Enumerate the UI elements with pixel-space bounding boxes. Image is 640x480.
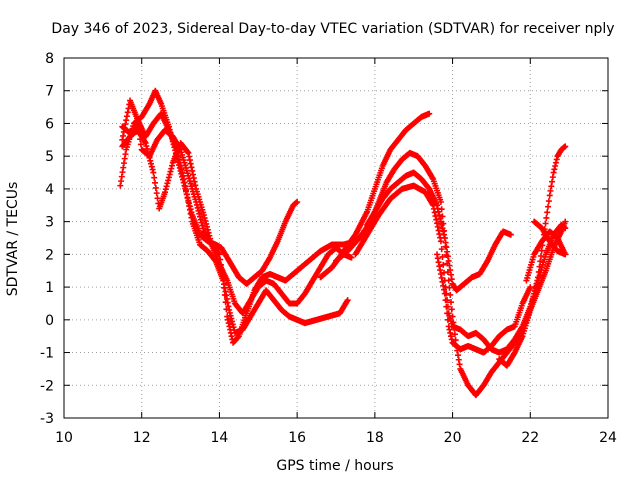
data-point [439,253,446,260]
data-point [221,291,228,298]
series-sat-j [496,143,569,369]
data-point [444,316,451,323]
x-tick-label: 24 [599,430,617,446]
y-tick-label: 3 [45,215,54,231]
data-point [562,143,569,150]
data-point [537,258,544,265]
data-point [438,246,445,253]
y-tick-label: 1 [45,280,54,296]
data-point [537,253,544,259]
y-tick-label: -2 [40,378,54,394]
grid [64,58,608,418]
data-point [152,179,159,186]
data-point [441,269,448,276]
y-tick-label: 4 [45,182,54,198]
data-point [447,291,454,298]
data-point [153,190,160,197]
data-point [545,203,552,210]
data-point [562,225,569,232]
series-sat-b [119,97,351,336]
y-tick-label: 2 [45,247,54,263]
data-point [562,218,569,225]
data-point [544,209,551,216]
data-point [536,263,543,270]
data-point [448,306,455,313]
x-axis-label: GPS time / hours [276,458,393,474]
data-point [562,251,569,258]
data-point [545,198,552,205]
data-point [440,261,447,268]
data-point [137,141,144,148]
data-point [527,284,534,291]
x-tick-label: 16 [288,430,306,446]
y-tick-label: 8 [45,51,54,67]
data-point [152,184,159,191]
data-point [444,310,451,317]
data-point [223,306,230,313]
data-point [448,299,455,306]
data-point [543,214,550,221]
series-sat-i [434,251,534,356]
data-points [117,87,569,399]
data-point [221,284,228,291]
series-sat-e [317,110,433,281]
data-point [222,299,229,306]
series-sat-a [117,87,301,287]
data-point [437,238,444,245]
y-tick-label: 0 [45,313,54,329]
data-point [348,254,355,261]
data-point [535,274,542,281]
data-point [150,169,157,176]
data-point [442,297,449,304]
data-point [443,303,450,310]
y-axis-label: SDTVAR / TECUs [5,182,21,297]
x-tick-label: 18 [366,430,384,446]
series-sat-h [352,182,569,356]
data-point [538,247,545,254]
x-tick-label: 20 [444,430,462,446]
series-sat-l [531,218,569,258]
data-point [535,268,542,275]
y-tick-label: 5 [45,149,54,165]
data-point [344,297,351,304]
x-tick-label: 14 [211,430,229,446]
data-point [542,220,549,227]
data-point [294,199,301,205]
y-tick-label: -3 [40,411,54,427]
series-sat-c [119,120,378,346]
x-tick-label: 10 [55,430,73,446]
data-point [134,120,141,127]
data-point [437,199,444,205]
chart-title: Day 346 of 2023, Sidereal Day-to-day VTE… [51,21,614,37]
series-sat-d [119,127,355,317]
data-point [451,331,458,338]
data-point [151,174,158,181]
x-tick-label: 12 [133,430,151,446]
y-tick-label: -1 [40,346,54,362]
x-tick-label: 22 [521,430,539,446]
data-point [441,290,448,297]
y-tick-label: 7 [45,84,54,100]
series-sat-g [364,169,514,294]
data-point [507,231,514,238]
y-tick-label: 6 [45,116,54,132]
data-point [426,110,433,117]
plot-frame [63,57,609,419]
data-point [154,195,161,202]
